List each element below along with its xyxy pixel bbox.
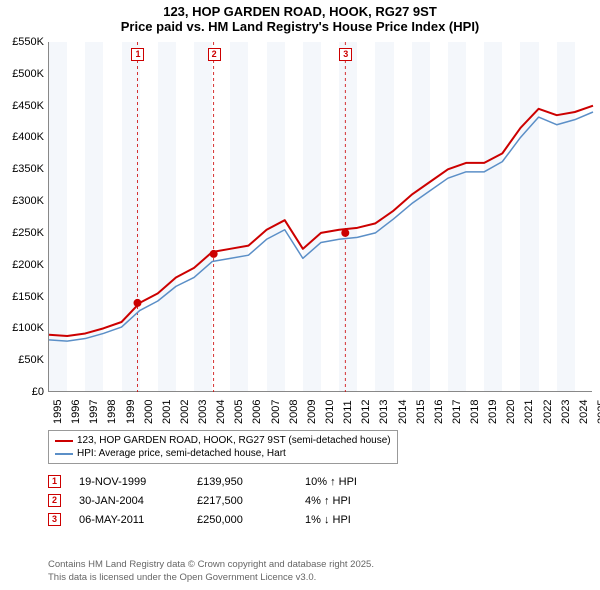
chart-container: 123, HOP GARDEN ROAD, HOOK, RG27 9ST Pri… — [0, 0, 600, 590]
x-tick-label: 2014 — [397, 400, 409, 424]
sale-price: £139,950 — [197, 476, 287, 488]
sale-date: 06-MAY-2011 — [79, 514, 179, 526]
x-tick-label: 2010 — [324, 400, 336, 424]
y-tick-label: £350K — [12, 163, 44, 175]
title-block: 123, HOP GARDEN ROAD, HOOK, RG27 9ST Pri… — [0, 0, 600, 38]
x-tick-label: 2007 — [270, 400, 282, 424]
sale-row: 1 19-NOV-1999 £139,950 10% ↑ HPI — [48, 472, 395, 491]
chart-plot-area: 1 2 3 — [48, 42, 592, 392]
x-tick-label: 1996 — [70, 400, 82, 424]
legend-label: 123, HOP GARDEN ROAD, HOOK, RG27 9ST (se… — [77, 435, 391, 446]
sale-vs-hpi: 4% ↑ HPI — [305, 495, 395, 507]
sale-marker-icon: 3 — [48, 513, 61, 526]
footer-line2: This data is licensed under the Open Gov… — [48, 572, 374, 584]
y-tick-label: £50K — [18, 354, 44, 366]
x-tick-label: 2017 — [451, 400, 463, 424]
y-tick-label: £550K — [12, 36, 44, 48]
y-tick-label: £250K — [12, 227, 44, 239]
legend-swatch — [55, 453, 73, 455]
x-tick-label: 2001 — [161, 400, 173, 424]
x-tick-label: 2021 — [523, 400, 535, 424]
sale-price: £217,500 — [197, 495, 287, 507]
sale-vs-hpi: 1% ↓ HPI — [305, 514, 395, 526]
x-tick-label: 2008 — [288, 400, 300, 424]
x-tick-label: 1995 — [52, 400, 64, 424]
y-tick-label: £0 — [32, 386, 44, 398]
footer: Contains HM Land Registry data © Crown c… — [48, 559, 374, 584]
x-tick-label: 2011 — [342, 400, 354, 424]
x-tick-label: 2015 — [415, 400, 427, 424]
y-tick-label: £100K — [12, 322, 44, 334]
y-tick-label: £200K — [12, 259, 44, 271]
x-tick-label: 2024 — [578, 400, 590, 424]
sale-marker-3: 3 — [339, 48, 352, 61]
x-tick-label: 2005 — [233, 400, 245, 424]
y-tick-label: £150K — [12, 291, 44, 303]
legend-swatch — [55, 440, 73, 442]
sale-price: £250,000 — [197, 514, 287, 526]
legend-label: HPI: Average price, semi-detached house,… — [77, 448, 286, 459]
x-tick-label: 2003 — [197, 400, 209, 424]
x-tick-label: 2025 — [596, 400, 600, 424]
x-tick-label: 2009 — [306, 400, 318, 424]
sale-date: 30-JAN-2004 — [79, 495, 179, 507]
x-tick-label: 2000 — [143, 400, 155, 424]
x-tick-label: 2016 — [433, 400, 445, 424]
y-tick-label: £400K — [12, 131, 44, 143]
x-tick-label: 2004 — [215, 400, 227, 424]
sale-marker-2: 2 — [208, 48, 221, 61]
legend: 123, HOP GARDEN ROAD, HOOK, RG27 9ST (se… — [48, 430, 398, 464]
x-tick-label: 2002 — [179, 400, 191, 424]
sale-marker-1: 1 — [131, 48, 144, 61]
x-tick-label: 2022 — [542, 400, 554, 424]
title-subtitle: Price paid vs. HM Land Registry's House … — [0, 19, 600, 34]
x-tick-label: 1997 — [88, 400, 100, 424]
sale-row: 2 30-JAN-2004 £217,500 4% ↑ HPI — [48, 491, 395, 510]
y-tick-label: £450K — [12, 100, 44, 112]
legend-item: HPI: Average price, semi-detached house,… — [55, 447, 391, 460]
x-tick-label: 2020 — [505, 400, 517, 424]
sale-marker-icon: 1 — [48, 475, 61, 488]
x-tick-label: 2018 — [469, 400, 481, 424]
sale-marker-icon: 2 — [48, 494, 61, 507]
sale-row: 3 06-MAY-2011 £250,000 1% ↓ HPI — [48, 510, 395, 529]
x-tick-label: 2013 — [378, 400, 390, 424]
x-tick-label: 2006 — [251, 400, 263, 424]
title-address: 123, HOP GARDEN ROAD, HOOK, RG27 9ST — [0, 4, 600, 19]
y-tick-label: £500K — [12, 68, 44, 80]
sale-vs-hpi: 10% ↑ HPI — [305, 476, 395, 488]
x-tick-label: 2019 — [487, 400, 499, 424]
sale-date: 19-NOV-1999 — [79, 476, 179, 488]
x-tick-label: 2012 — [360, 400, 372, 424]
chart-svg — [49, 42, 593, 392]
x-tick-label: 1999 — [125, 400, 137, 424]
footer-line1: Contains HM Land Registry data © Crown c… — [48, 559, 374, 571]
sales-table: 1 19-NOV-1999 £139,950 10% ↑ HPI 2 30-JAN-200… — [48, 472, 395, 529]
x-tick-label: 1998 — [106, 400, 118, 424]
legend-item: 123, HOP GARDEN ROAD, HOOK, RG27 9ST (se… — [55, 434, 391, 447]
y-tick-label: £300K — [12, 195, 44, 207]
x-tick-label: 2023 — [560, 400, 572, 424]
